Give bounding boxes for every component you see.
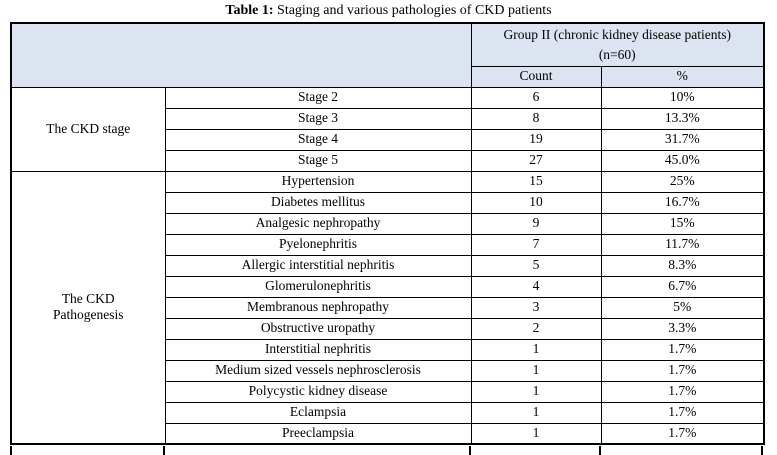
section-label-cell: The CKD stage bbox=[10, 86, 166, 172]
cutoff-border-stub bbox=[761, 446, 763, 455]
table-row: Preeclampsia 1 1.7% bbox=[11, 422, 765, 445]
percent-cell: 1.7% bbox=[600, 422, 765, 445]
count-cell: 5 bbox=[470, 254, 602, 277]
section-label-line: The CKD stage bbox=[46, 121, 131, 136]
row-name-cell: Hypertension bbox=[164, 170, 472, 193]
percent-cell: 13.3% bbox=[600, 107, 765, 130]
row-name-cell: Stage 3 bbox=[164, 107, 472, 130]
row-name-cell: Stage 5 bbox=[164, 149, 472, 172]
count-column-header: Count bbox=[470, 65, 602, 88]
table-row: The CKD stage Stage 2 6 10% bbox=[10, 86, 765, 172]
section-label-line: The CKD bbox=[61, 291, 115, 307]
percent-column-header: % bbox=[600, 65, 765, 88]
table-row: Interstitial nephritis 1 1.7% bbox=[11, 338, 765, 361]
row-name-cell: Allergic interstitial nephritis bbox=[164, 254, 472, 277]
row-name-cell: Glomerulonephritis bbox=[164, 275, 472, 298]
cutoff-border-stub bbox=[599, 446, 601, 455]
count-cell: 19 bbox=[470, 128, 602, 151]
cutoff-border-stub bbox=[469, 446, 471, 455]
header-blank-cell bbox=[10, 22, 472, 88]
row-name-cell: Diabetes mellitus bbox=[164, 191, 472, 214]
percent-cell: 1.7% bbox=[600, 338, 765, 361]
section-label-cell: The CKD Pathogenesis bbox=[10, 170, 166, 445]
row-name-cell: Membranous nephropathy bbox=[164, 296, 472, 319]
count-cell: 3 bbox=[470, 296, 602, 319]
table-row: Diabetes mellitus 10 16.7% bbox=[11, 191, 765, 214]
percent-cell: 15% bbox=[600, 212, 765, 235]
row-name-cell: Medium sized vessels nephrosclerosis bbox=[164, 359, 472, 382]
group-header-cell: Group II (chronic kidney disease patient… bbox=[470, 22, 765, 67]
count-cell: 8 bbox=[470, 107, 602, 130]
section-label-line: Pathogenesis bbox=[53, 307, 124, 323]
percent-cell: 3.3% bbox=[600, 317, 765, 340]
row-name-cell: Polycystic kidney disease bbox=[164, 380, 472, 403]
ckd-staging-pathology-table: Group II (chronic kidney disease patient… bbox=[10, 22, 765, 445]
table-row: Obstructive uropathy 2 3.3% bbox=[11, 317, 765, 340]
count-cell: 6 bbox=[470, 86, 602, 109]
percent-cell: 31.7% bbox=[600, 128, 765, 151]
row-name-cell: Interstitial nephritis bbox=[164, 338, 472, 361]
row-name-cell: Preeclampsia bbox=[164, 422, 472, 445]
row-name-cell: Obstructive uropathy bbox=[164, 317, 472, 340]
group-header-line1: Group II (chronic kidney disease patient… bbox=[503, 26, 732, 42]
row-name-cell: Eclampsia bbox=[164, 401, 472, 424]
table-row: The CKD Pathogenesis Hypertension 15 25% bbox=[10, 170, 765, 445]
table-row: Allergic interstitial nephritis 5 8.3% bbox=[11, 254, 765, 277]
row-name-cell: Stage 2 bbox=[164, 86, 472, 109]
count-cell: 1 bbox=[470, 422, 602, 445]
table-row: Analgesic nephropathy 9 15% bbox=[11, 212, 765, 235]
table-row: Stage 4 19 31.7% bbox=[11, 128, 765, 151]
row-name-cell: Stage 4 bbox=[164, 128, 472, 151]
percent-cell: 1.7% bbox=[600, 380, 765, 403]
count-cell: 1 bbox=[470, 380, 602, 403]
count-cell: 15 bbox=[470, 170, 602, 193]
table-row: Medium sized vessels nephrosclerosis 1 1.7… bbox=[11, 359, 765, 382]
cutoff-border-stub bbox=[163, 446, 165, 455]
percent-cell: 5% bbox=[600, 296, 765, 319]
percent-cell: 1.7% bbox=[600, 401, 765, 424]
table-row: Eclampsia 1 1.7% bbox=[11, 401, 765, 424]
percent-cell: 11.7% bbox=[600, 233, 765, 256]
percent-cell: 10% bbox=[600, 86, 765, 109]
count-cell: 1 bbox=[470, 401, 602, 424]
table-row: Polycystic kidney disease 1 1.7% bbox=[11, 380, 765, 403]
header-row-columns: Count % bbox=[11, 65, 765, 88]
count-cell: 1 bbox=[470, 338, 602, 361]
row-name-cell: Analgesic nephropathy bbox=[164, 212, 472, 235]
count-cell: 7 bbox=[470, 233, 602, 256]
percent-cell: 8.3% bbox=[600, 254, 765, 277]
table-caption-text: Staging and various pathologies of CKD p… bbox=[273, 3, 552, 18]
count-cell: 27 bbox=[470, 149, 602, 172]
percent-cell: 1.7% bbox=[600, 359, 765, 382]
percent-cell: 16.7% bbox=[600, 191, 765, 214]
table-caption-label: Table 1: bbox=[225, 3, 274, 18]
count-cell: 9 bbox=[470, 212, 602, 235]
count-cell: 4 bbox=[470, 275, 602, 298]
cutoff-border-stub bbox=[10, 446, 12, 455]
count-cell: 1 bbox=[470, 359, 602, 382]
table-caption: Table 1: Staging and various pathologies… bbox=[0, 1, 777, 21]
header-row-group: Group II (chronic kidney disease patient… bbox=[10, 22, 765, 88]
count-cell: 10 bbox=[470, 191, 602, 214]
count-cell: 2 bbox=[470, 317, 602, 340]
percent-cell: 6.7% bbox=[600, 275, 765, 298]
table-row: Stage 3 8 13.3% bbox=[11, 107, 765, 130]
group-header-line2: (n=60) bbox=[598, 46, 636, 62]
row-name-cell: Pyelonephritis bbox=[164, 233, 472, 256]
percent-cell: 45.0% bbox=[600, 149, 765, 172]
percent-cell: 25% bbox=[600, 170, 765, 193]
table-row: Membranous nephropathy 3 5% bbox=[11, 296, 765, 319]
